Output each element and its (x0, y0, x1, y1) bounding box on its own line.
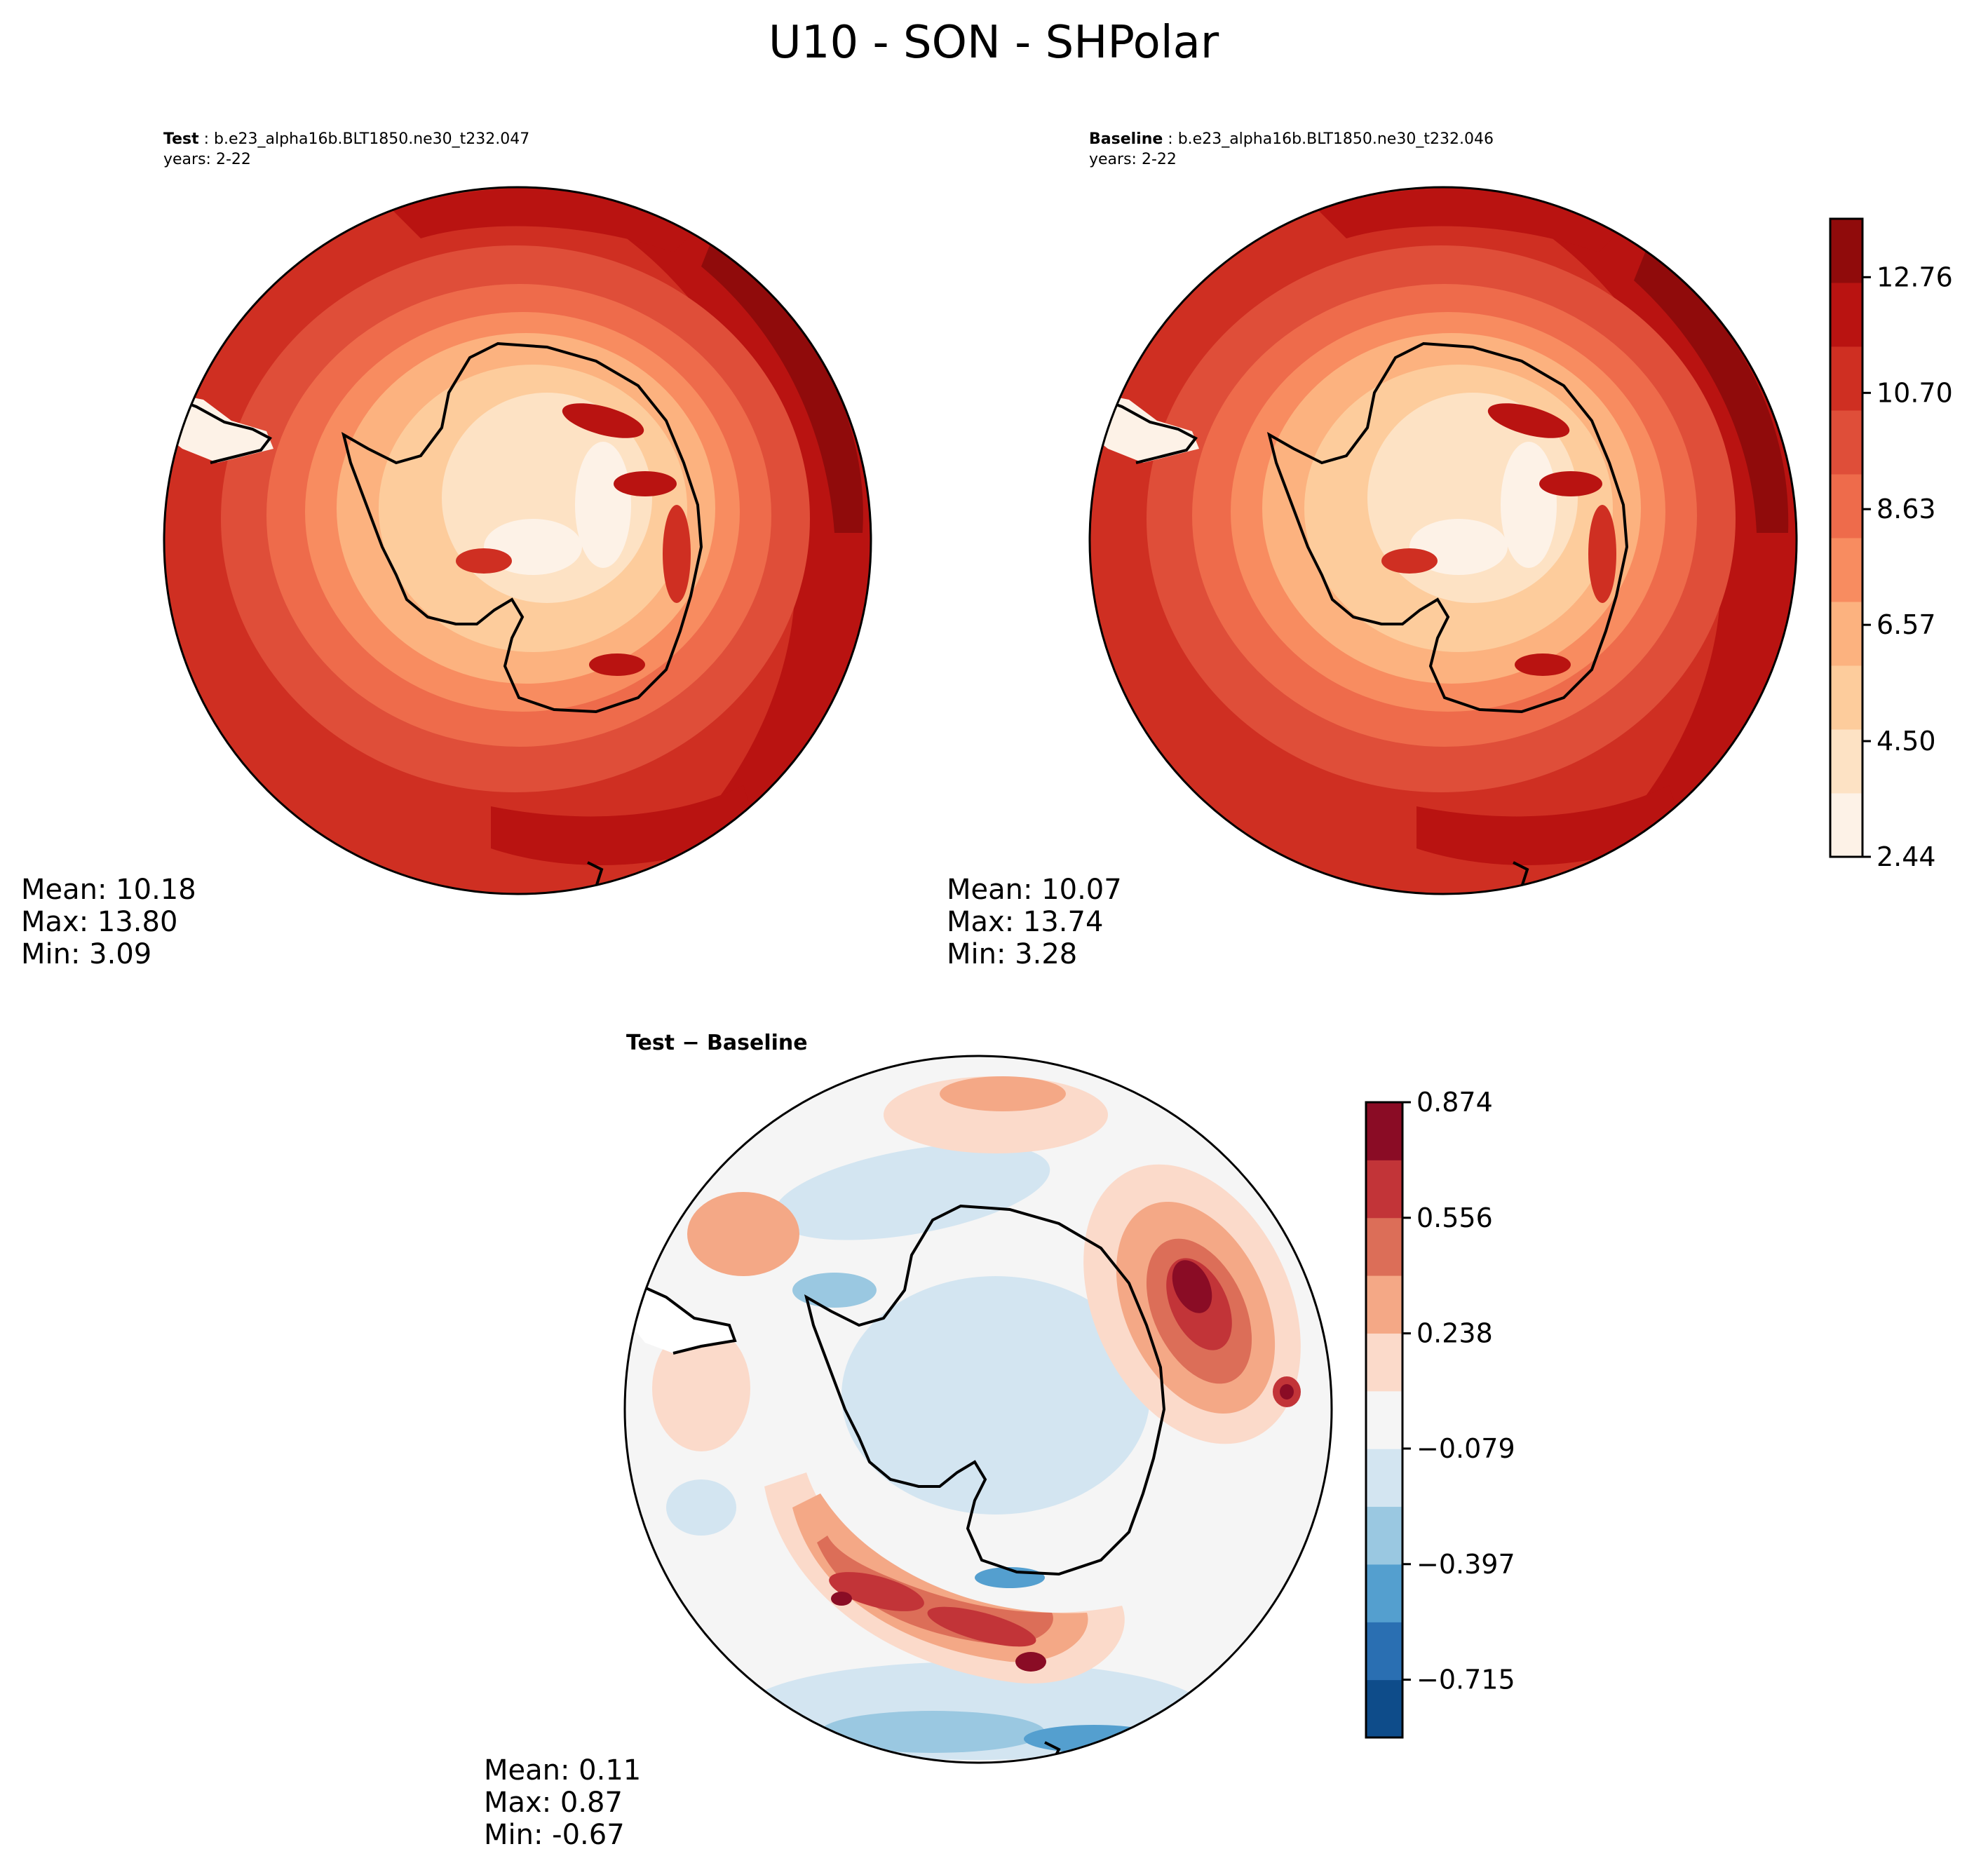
test-panel: Test : b.e23_alpha16b.BLT1850.ne30_t232.… (21, 130, 872, 970)
difference-panel: Test − Baseline (484, 1031, 1515, 1851)
difference-map-frame (623, 1055, 1333, 1764)
difference-colorbar-swatch (1366, 1390, 1402, 1449)
difference-colorbar-tick-label: 0.238 (1416, 1318, 1493, 1349)
baseline-min: Min: 3.28 (947, 938, 1077, 970)
difference-colorbar-swatch (1366, 1679, 1402, 1738)
difference-colorbar-tick-label: −0.079 (1416, 1433, 1515, 1464)
difference-max: Max: 0.87 (484, 1787, 623, 1819)
difference-colorbar-frame (1365, 1101, 1404, 1739)
absolute-colorbar-swatch (1830, 602, 1862, 666)
test-map (164, 187, 871, 894)
baseline-mean: Mean: 10.07 (947, 874, 1122, 906)
absolute-colorbar-frame (1829, 217, 1864, 858)
absolute-colorbar-swatch (1830, 665, 1862, 730)
difference-min: Min: -0.67 (484, 1819, 625, 1851)
test-run-line: Test : b.e23_alpha16b.BLT1850.ne30_t232.… (163, 130, 529, 148)
absolute-colorbar-tick-label: 10.70 (1877, 377, 1953, 408)
absolute-colorbar-tick-label: 12.76 (1877, 262, 1953, 292)
difference-colorbar-swatch (1366, 1217, 1402, 1276)
test-case: b.e23_alpha16b.BLT1850.ne30_t232.047 (214, 130, 529, 148)
baseline-panel: Baseline : b.e23_alpha16b.BLT1850.ne30_t… (947, 130, 1953, 970)
figure-title: U10 - SON - SHPolar (769, 17, 1219, 69)
baseline-map (1090, 187, 1797, 894)
test-mean: Mean: 10.18 (21, 874, 196, 906)
difference-colorbar-swatch (1366, 1449, 1402, 1507)
absolute-colorbar-swatch (1830, 410, 1862, 475)
test-label: Test (163, 130, 199, 148)
difference-colorbar-swatch (1366, 1622, 1402, 1681)
absolute-colorbar-tick-label: 2.44 (1877, 841, 1936, 872)
difference-colorbar-swatch (1366, 1564, 1402, 1622)
baseline-label: Baseline (1089, 130, 1163, 148)
absolute-colorbar-swatch (1830, 538, 1862, 602)
baseline-run-line: Baseline : b.e23_alpha16b.BLT1850.ne30_t… (1089, 130, 1494, 148)
difference-colorbar-swatch (1366, 1506, 1402, 1565)
difference-colorbar-swatch (1366, 1102, 1402, 1160)
difference-colorbar-tick-label: −0.397 (1416, 1549, 1515, 1580)
absolute-colorbar-tick-label: 8.63 (1877, 494, 1936, 524)
absolute-colorbar-swatch (1830, 729, 1862, 794)
baseline-map-frame (1088, 186, 1798, 895)
difference-title: Test − Baseline (626, 1031, 808, 1055)
absolute-colorbar: 2.44 4.50 6.57 8.63 10.70 12.76 (1829, 217, 1953, 872)
difference-map (625, 1056, 1332, 1763)
test-map-frame (163, 186, 872, 895)
test-min: Min: 3.09 (21, 938, 151, 970)
difference-mean: Mean: 0.11 (484, 1754, 641, 1787)
absolute-colorbar-swatch (1830, 283, 1862, 347)
difference-colorbar-tick-label: −0.715 (1416, 1665, 1515, 1695)
test-years: years: 2-22 (163, 151, 251, 168)
absolute-colorbar-swatch (1830, 474, 1862, 538)
baseline-max: Max: 13.74 (947, 906, 1103, 938)
difference-colorbar-tick-label: 0.874 (1416, 1087, 1493, 1118)
difference-colorbar-tick-label: 0.556 (1416, 1202, 1493, 1233)
absolute-colorbar-swatch (1830, 346, 1862, 411)
difference-colorbar-swatch (1366, 1275, 1402, 1334)
baseline-years: years: 2-22 (1089, 151, 1177, 168)
absolute-colorbar-tick-label: 4.50 (1877, 726, 1936, 757)
difference-colorbar-swatch (1366, 1333, 1402, 1392)
difference-colorbar-swatch (1366, 1160, 1402, 1219)
absolute-colorbar-swatch (1830, 219, 1862, 283)
test-max: Max: 13.80 (21, 906, 177, 938)
difference-colorbar: −0.715 −0.397 −0.079 0.238 0.556 0.874 (1365, 1087, 1515, 1739)
absolute-colorbar-tick-label: 6.57 (1877, 609, 1936, 640)
baseline-case: b.e23_alpha16b.BLT1850.ne30_t232.046 (1178, 130, 1494, 148)
absolute-colorbar-swatch (1830, 793, 1862, 858)
